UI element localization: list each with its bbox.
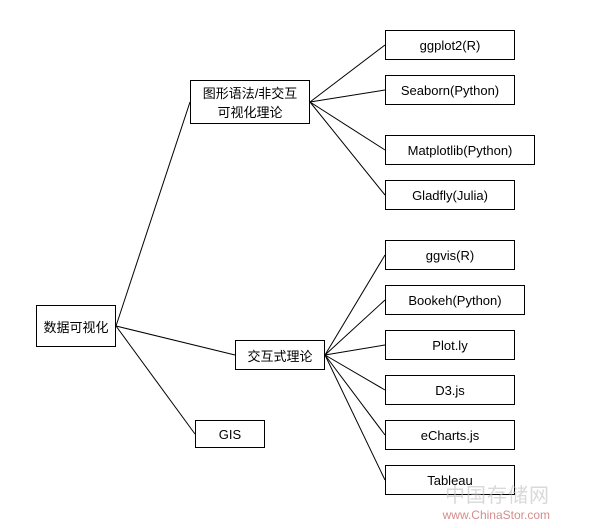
edge-cat1-l4 xyxy=(310,102,385,195)
edge-cat2-l5 xyxy=(325,255,385,355)
watermark-title: 中国存储网 xyxy=(443,479,550,508)
node-l2: Seaborn(Python) xyxy=(385,75,515,105)
watermark: 中国存储网 www.ChinaStor.com xyxy=(443,479,550,522)
node-cat2: 交互式理论 xyxy=(235,340,325,370)
node-l5: ggvis(R) xyxy=(385,240,515,270)
node-l7: Plot.ly xyxy=(385,330,515,360)
node-root: 数据可视化 xyxy=(36,305,116,347)
edge-cat2-l10 xyxy=(325,355,385,480)
edge-cat2-l9 xyxy=(325,355,385,435)
edge-cat1-l2 xyxy=(310,90,385,102)
node-l8: D3.js xyxy=(385,375,515,405)
node-cat1: 图形语法/非交互 可视化理论 xyxy=(190,80,310,124)
edge-cat2-l6 xyxy=(325,300,385,355)
edge-cat1-l3 xyxy=(310,102,385,150)
watermark-url: www.ChinaStor.com xyxy=(443,508,550,522)
node-l9: eCharts.js xyxy=(385,420,515,450)
node-cat3: GIS xyxy=(195,420,265,448)
node-l3: Matplotlib(Python) xyxy=(385,135,535,165)
edge-root-cat1 xyxy=(116,102,190,326)
edge-cat2-l7 xyxy=(325,345,385,355)
node-l4: Gladfly(Julia) xyxy=(385,180,515,210)
node-l6: Bookeh(Python) xyxy=(385,285,525,315)
edge-root-cat2 xyxy=(116,326,235,355)
node-l1: ggplot2(R) xyxy=(385,30,515,60)
edge-root-cat3 xyxy=(116,326,195,434)
edge-cat1-l1 xyxy=(310,45,385,102)
diagram-canvas: 数据可视化 图形语法/非交互 可视化理论交互式理论 GIS ggplot2(R) Sea… xyxy=(0,0,600,528)
edge-cat2-l8 xyxy=(325,355,385,390)
